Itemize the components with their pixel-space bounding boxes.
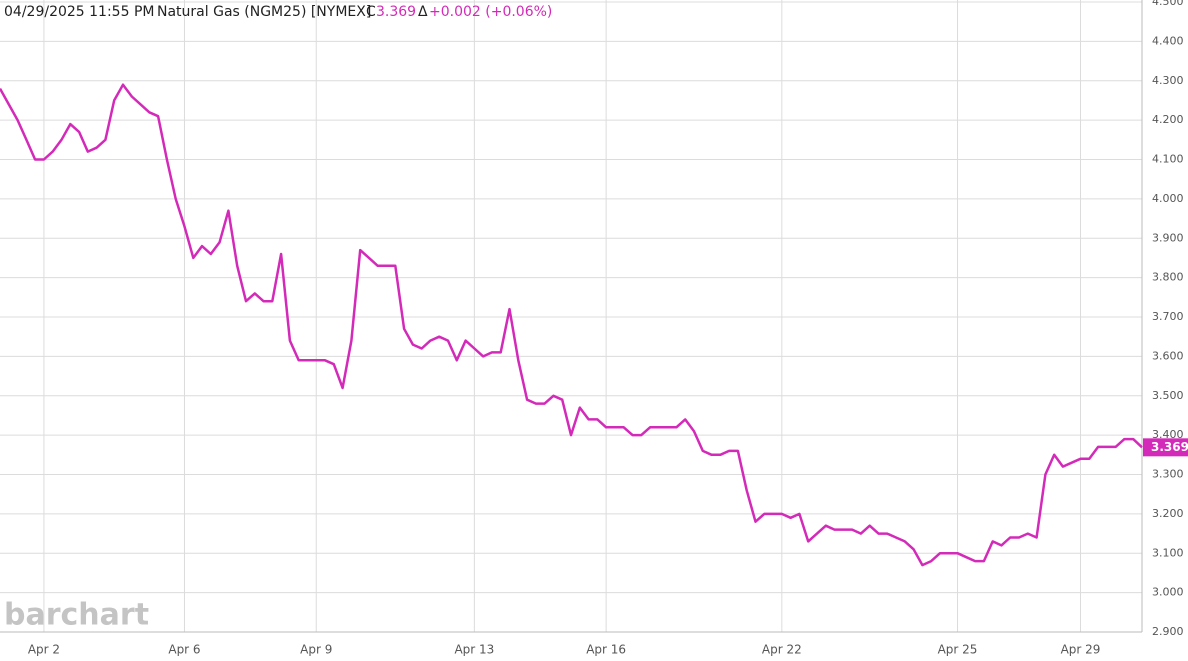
header-change: +0.002 (+0.06%) bbox=[429, 4, 552, 20]
x-tick-label: Apr 9 bbox=[300, 643, 332, 657]
watermark: barchart bbox=[4, 598, 149, 633]
last-price-box bbox=[1143, 438, 1188, 457]
x-tick-label: Apr 25 bbox=[938, 643, 978, 657]
last-price-label: 3.369 bbox=[1151, 440, 1188, 454]
grid bbox=[0, 0, 1142, 633]
y-tick-label: 3.700 bbox=[1152, 310, 1184, 323]
x-tick-label: Apr 16 bbox=[586, 643, 626, 657]
y-tick-label: 3.400 bbox=[1152, 428, 1184, 441]
y-tick-label: 4.200 bbox=[1152, 113, 1184, 126]
x-tick-label: Apr 29 bbox=[1061, 643, 1101, 657]
y-tick-label: 2.900 bbox=[1152, 625, 1184, 638]
y-tick-label: 3.900 bbox=[1152, 231, 1184, 244]
price-line bbox=[0, 83, 1143, 567]
header-symbol: Natural Gas (NGM25) [NYMEX] bbox=[157, 4, 371, 20]
plot bbox=[0, 83, 1143, 567]
y-tick-label: 3.600 bbox=[1152, 349, 1184, 362]
y-tick-label: 4.300 bbox=[1152, 74, 1184, 87]
y-tick-label: 3.300 bbox=[1152, 468, 1184, 481]
x-tick-label: Apr 2 bbox=[28, 643, 60, 657]
x-tick-label: Apr 22 bbox=[762, 643, 802, 657]
y-tick-label: 3.800 bbox=[1152, 271, 1184, 284]
y-tick-label: 3.200 bbox=[1152, 507, 1184, 520]
x-tick-label: Apr 6 bbox=[168, 643, 200, 657]
y-tick-label: 3.000 bbox=[1152, 586, 1184, 599]
header-close: 3.369 bbox=[376, 4, 416, 20]
y-tick-label: 4.100 bbox=[1152, 153, 1184, 166]
header-close-label: C bbox=[366, 4, 376, 20]
y-tick-label: 4.500 bbox=[1152, 0, 1184, 8]
y-tick-label: 3.500 bbox=[1152, 389, 1184, 402]
y-tick-label: 3.100 bbox=[1152, 546, 1184, 559]
y-tick-label: 4.000 bbox=[1152, 192, 1184, 205]
header-datetime: 04/29/2025 11:55 PM bbox=[4, 4, 154, 20]
y-tick-label: 4.400 bbox=[1152, 34, 1184, 47]
header-change-label: Δ bbox=[418, 4, 428, 20]
x-tick-label: Apr 13 bbox=[454, 643, 494, 657]
